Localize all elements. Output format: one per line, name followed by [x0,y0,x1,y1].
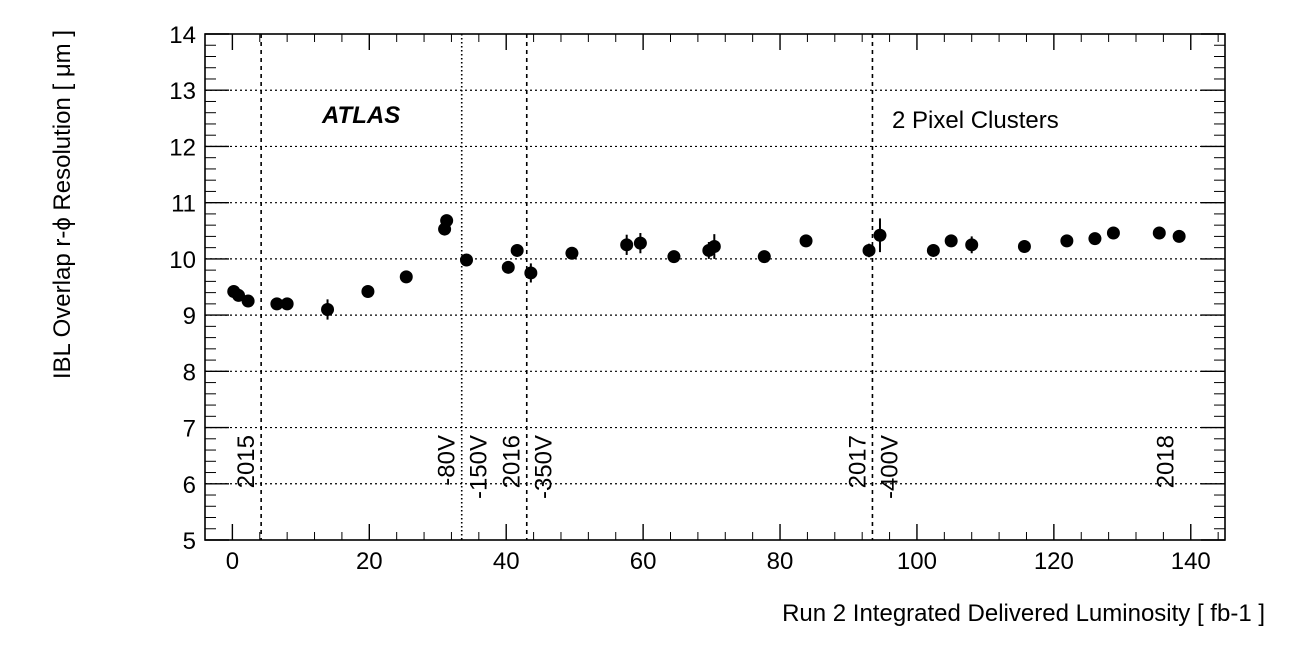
y-tick-label-5: 5 [183,528,196,555]
data-point-29 [1088,232,1102,246]
data-point-32 [1172,229,1186,243]
y-axis-title: IBL Overlap r-ϕ Resolution [ μm ] [49,30,76,379]
x-tick-label-100: 100 [897,548,937,575]
x-axis-title: Run 2 Integrated Delivered Luminosity [ … [782,600,1265,627]
data-point-9 [440,214,454,228]
y-tick-label-10: 10 [169,247,196,274]
y-tick-label-13: 13 [169,78,196,105]
data-point-2 [241,294,255,308]
y-tick-label-8: 8 [183,359,196,386]
plot-border [204,33,1226,541]
data-point-30 [1106,226,1120,240]
data-point-19 [707,240,721,254]
data-point-1 [232,288,246,302]
marker-label-4-0: 2018 [1153,435,1180,488]
x-tick-label-0: 0 [226,548,239,575]
marker-label-0-0: 2015 [233,435,260,488]
data-point-6 [361,284,375,298]
x-tick-label-140: 140 [1171,548,1211,575]
x-tick-label-40: 40 [493,548,520,575]
marker-label-3-1: -400V [876,435,903,499]
plot-frame [204,33,1226,541]
data-point-23 [873,228,887,242]
data-points [227,214,1186,320]
data-point-16 [633,236,647,250]
data-point-20 [757,250,771,264]
marker-label-1-0: -80V [434,435,461,486]
data-point-11 [501,260,515,274]
data-point-22 [862,243,876,257]
x-tick-label-20: 20 [356,548,383,575]
horizontal-grid [205,89,1225,485]
data-point-14 [565,246,579,260]
data-point-5 [321,302,335,316]
data-point-27 [1017,240,1031,254]
y-tick-label-9: 9 [183,303,196,330]
data-point-24 [926,243,940,257]
marker-label-2-1: -350V [531,435,558,499]
data-point-12 [510,243,524,257]
data-point-21 [799,234,813,248]
data-point-13 [524,266,538,280]
y-tick-label-11: 11 [171,191,196,218]
data-point-4 [280,297,294,311]
data-point-7 [399,270,413,284]
data-point-25 [944,234,958,248]
data-point-15 [620,238,634,252]
y-tick-label-6: 6 [183,472,196,499]
data-point-17 [667,250,681,264]
y-tick-label-14: 14 [169,22,196,49]
x-tick-label-120: 120 [1034,548,1074,575]
x-tick-label-80: 80 [767,548,794,575]
y-tick-label-7: 7 [183,416,196,443]
marker-label-3-0: 2017 [844,435,871,488]
marker-label-1-1: -150V [466,435,493,499]
selection-label: 2 Pixel Clusters [892,107,1059,134]
vertical-marker-lines: 2015 -80V -150V 2016 -350V 2017 -400V 2018 [233,34,1180,540]
x-tick-label-60: 60 [630,548,657,575]
data-point-28 [1060,234,1074,248]
marker-label-2-0: 2016 [499,435,526,488]
y-tick-label-12: 12 [169,134,196,161]
data-point-26 [965,238,979,252]
data-point-3 [270,297,284,311]
data-point-31 [1152,226,1166,240]
data-point-10 [460,253,474,267]
atlas-label: ATLAS [321,102,400,129]
